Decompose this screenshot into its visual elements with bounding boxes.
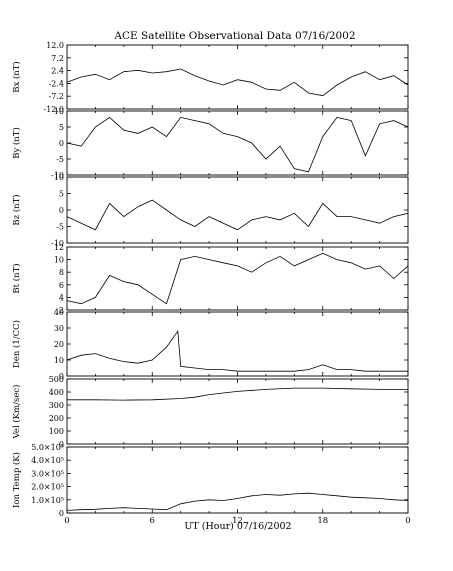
y-tick-label: -5 xyxy=(56,223,64,232)
y-tick-label: 7.2 xyxy=(51,54,64,63)
y-tick-label: -5 xyxy=(56,155,64,164)
y-tick-label: 12.0 xyxy=(46,41,64,50)
y-axis-label: Bt (nT) xyxy=(11,263,22,293)
y-tick-label: 30 xyxy=(54,324,64,333)
y-axis-label: Ion Temp (K) xyxy=(11,452,22,508)
series-line xyxy=(66,492,409,511)
panel-frame xyxy=(66,110,409,176)
y-tick-label: 5 xyxy=(59,190,64,199)
panel-frame xyxy=(66,311,409,377)
y-tick-label: 10 xyxy=(54,107,64,116)
y-tick-label: 4.0×10⁵ xyxy=(31,456,64,465)
y-tick-label: 2.0×10⁵ xyxy=(31,483,64,492)
y-tick-label: 300 xyxy=(49,401,64,410)
y-tick-label: 5 xyxy=(59,123,64,132)
x-tick-label: 0 xyxy=(405,516,410,526)
y-tick-label: -10 xyxy=(51,239,64,248)
y-tick-label: 1.0×10⁵ xyxy=(31,496,64,505)
y-tick-label: 2.4 xyxy=(51,67,64,76)
x-tick-label: 18 xyxy=(317,516,328,526)
y-tick-label: 500 xyxy=(49,375,64,384)
y-tick-label: 10 xyxy=(54,173,64,182)
y-tick-label: 20 xyxy=(54,340,64,349)
y-tick-label: 200 xyxy=(49,414,64,423)
y-axis-label: By (nT) xyxy=(11,127,22,159)
x-axis-label: UT (Hour) 07/16/2002 xyxy=(184,521,291,532)
panel-frame xyxy=(66,446,409,514)
y-tick-label: 10 xyxy=(54,256,64,265)
y-tick-label: -10 xyxy=(51,171,64,180)
x-tick-label: 12 xyxy=(232,516,243,526)
y-tick-label: 8 xyxy=(59,268,64,277)
y-tick-label: -2.4 xyxy=(49,79,64,88)
y-tick-label: 0 xyxy=(59,139,64,148)
y-tick-label: 100 xyxy=(49,427,64,436)
y-tick-label: 5.0×10⁵ xyxy=(31,443,64,452)
y-tick-label: 12 xyxy=(54,243,64,252)
x-tick-label: 0 xyxy=(64,516,69,526)
y-axis-label: Vel (Km/sec) xyxy=(11,385,22,440)
y-tick-label: 2 xyxy=(59,306,64,315)
series-line xyxy=(66,330,408,372)
y-axis-label: Den (1/CC) xyxy=(11,320,22,368)
panel-frame xyxy=(66,176,409,244)
y-axis-label: Bx (nT) xyxy=(11,61,22,93)
y-tick-label: -12.0 xyxy=(43,105,64,114)
panel-frame xyxy=(66,44,409,110)
y-tick-label: 0 xyxy=(59,440,64,449)
panel-frame xyxy=(66,246,409,311)
series-line xyxy=(66,199,409,231)
y-tick-label: 400 xyxy=(49,388,64,397)
y-tick-label: 40 xyxy=(54,308,64,317)
series-line xyxy=(66,116,409,173)
y-tick-label: 0 xyxy=(59,509,64,518)
x-tick-label: 6 xyxy=(150,516,155,526)
y-tick-label: 10 xyxy=(54,356,64,365)
y-tick-label: -7.2 xyxy=(49,92,64,101)
y-tick-label: 0 xyxy=(59,372,64,381)
y-axis-label: Bz (nT) xyxy=(11,194,22,225)
chart-title: ACE Satellite Observational Data 07/16/2… xyxy=(113,30,355,42)
y-tick-label: 0 xyxy=(59,206,64,215)
y-tick-label: 3.0×10⁵ xyxy=(31,469,64,478)
series-line xyxy=(66,252,409,305)
series-line xyxy=(67,387,408,401)
y-tick-label: 6 xyxy=(59,281,64,290)
series-line xyxy=(66,68,409,97)
y-tick-label: 4 xyxy=(59,293,64,302)
